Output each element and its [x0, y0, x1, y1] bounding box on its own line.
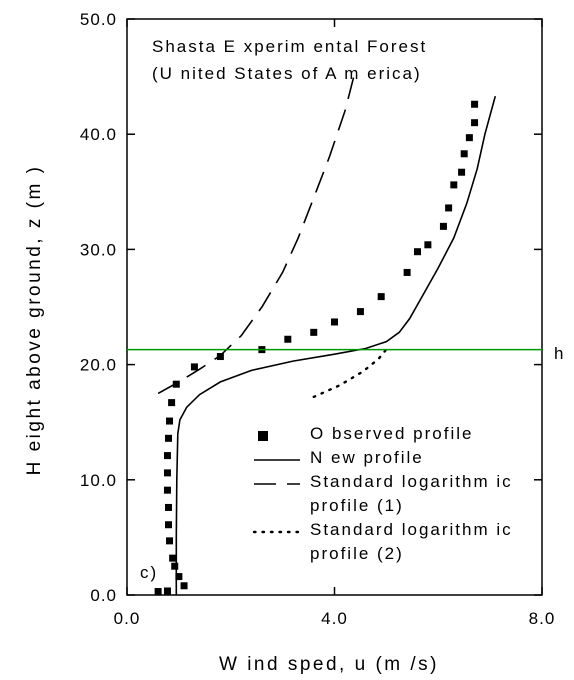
- legend-label: Standard logarithm ic: [310, 472, 513, 491]
- observed-point: [154, 588, 162, 596]
- observed-point: [180, 582, 188, 590]
- series-n-ew-profile: [175, 95, 497, 595]
- observed-point: [356, 308, 364, 316]
- observed-point: [445, 204, 453, 212]
- observed-point: [169, 554, 177, 562]
- legend: O bserved profile N ew profile Standard lo…: [252, 424, 513, 563]
- observed-point: [471, 100, 479, 108]
- observed-point: [163, 469, 171, 477]
- y-tick-label: 10.0: [80, 471, 117, 490]
- observed-point: [424, 241, 432, 249]
- observed-point: [171, 562, 179, 570]
- observed-point: [403, 268, 411, 276]
- legend-label: O bserved profile: [310, 424, 473, 443]
- y-tick-label: 0.0: [90, 586, 117, 605]
- y-tick-label: 20.0: [80, 356, 117, 375]
- observed-point: [439, 222, 447, 230]
- observed-point: [310, 328, 318, 336]
- observed-point: [458, 168, 466, 176]
- series-standard-logarithm-ic-profile-2: [312, 345, 391, 399]
- y-axis-title: H eight above ground, z (m ): [24, 165, 45, 476]
- legend-label: N ew profile: [310, 448, 424, 467]
- legend-label: profile (1): [310, 496, 404, 515]
- legend-symbol-markers: [258, 431, 268, 441]
- series-standard-logarithm-ic-profile-1: [157, 70, 357, 395]
- legend-label: Standard logarithm ic: [310, 520, 513, 539]
- canopy-height-label: h: [554, 344, 565, 363]
- y-tick-label: 30.0: [80, 240, 117, 259]
- observed-point: [414, 248, 421, 256]
- x-tick-label: 0.0: [114, 609, 141, 628]
- observed-point: [331, 318, 338, 326]
- observed-point: [175, 573, 183, 581]
- observed-point: [163, 486, 171, 494]
- observed-point: [471, 119, 479, 127]
- observed-point: [460, 150, 468, 158]
- observed-point: [216, 353, 224, 361]
- observed-point: [172, 380, 180, 388]
- observed-point: [284, 335, 292, 343]
- observed-point: [163, 587, 171, 595]
- legend-label: profile (2): [310, 544, 404, 563]
- site-name-line2: (U nited States of A m erica): [152, 64, 422, 83]
- x-tick-label: 8.0: [529, 609, 556, 628]
- observed-point: [450, 181, 458, 189]
- y-tick-label: 40.0: [80, 125, 117, 144]
- observed-point: [166, 417, 174, 425]
- observed-point: [163, 452, 171, 460]
- observed-point: [165, 434, 172, 442]
- x-tick-label: 4.0: [321, 609, 348, 628]
- observed-point: [190, 363, 198, 371]
- x-axis-title: W ind sped, u (m /s): [219, 654, 439, 675]
- observed-point: [165, 521, 172, 529]
- observed-point: [166, 537, 174, 545]
- observed-point: [165, 503, 172, 511]
- panel-label: c): [140, 563, 158, 582]
- observed-point: [377, 293, 385, 301]
- observed-point: [168, 399, 176, 407]
- site-name-line1: Shasta E xperim ental Forest: [152, 37, 427, 56]
- observed-point: [465, 134, 473, 142]
- y-tick-label: 50.0: [80, 10, 117, 29]
